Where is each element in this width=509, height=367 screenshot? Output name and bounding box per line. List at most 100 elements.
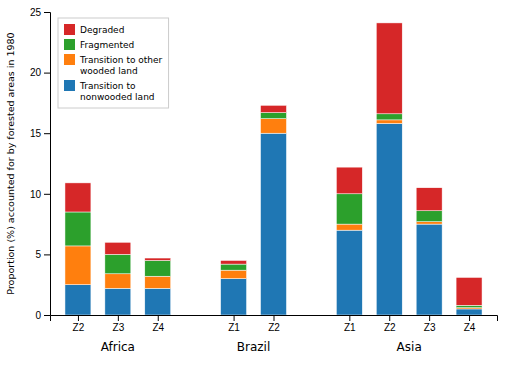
bar-segment: [221, 270, 247, 278]
y-tick-mark: [44, 133, 50, 134]
y-tick-label: 15: [30, 128, 42, 139]
x-tick-mark: [349, 315, 350, 321]
legend-item: Fragmented: [64, 39, 134, 50]
x-tick: Z3: [424, 315, 436, 333]
x-tick: Z2: [384, 315, 396, 333]
bar-segment: [376, 23, 402, 114]
x-tick-label: Z2: [384, 322, 396, 333]
x-tick-mark: [429, 315, 430, 321]
legend-swatch: [64, 24, 75, 35]
group-label: Africa: [101, 340, 135, 354]
y-tick: 5: [35, 249, 50, 260]
legend-item: Degraded: [64, 24, 124, 35]
bar-segment: [456, 277, 482, 305]
x-tick-mark: [274, 315, 275, 321]
x-tick-mark: [234, 315, 235, 321]
y-axis-title: Proportion (%) accounted for by forested…: [5, 32, 16, 294]
bar-segment: [105, 254, 131, 273]
y-tick: 0: [35, 310, 50, 321]
bar-segment: [221, 264, 247, 270]
x-tick: Z3: [113, 315, 125, 333]
y-tick-mark: [44, 315, 50, 316]
bars: [65, 23, 482, 315]
x-axis-line: [51, 316, 498, 322]
legend-label: Transition to otherwooded land: [79, 55, 163, 76]
bar-segment: [145, 276, 171, 288]
x-tick-mark: [469, 315, 470, 321]
y-tick-label: 0: [35, 310, 41, 321]
series: [65, 119, 482, 309]
bar-segment: [145, 260, 171, 276]
y-tick-mark: [44, 194, 50, 195]
x-tick: Z2: [268, 315, 280, 333]
bar-segment: [376, 120, 402, 124]
bar-segment: [65, 246, 91, 285]
bar-segment: [336, 167, 362, 194]
bar-segment: [221, 260, 247, 264]
bar-segment: [376, 124, 402, 315]
legend-item: Transition tononwooded land: [64, 80, 155, 102]
x-tick: Z4: [152, 315, 164, 333]
bar-segment: [416, 188, 442, 211]
y-tick-label: 10: [30, 189, 42, 200]
x-tick-label: Z3: [424, 322, 436, 333]
y-tick: 20: [30, 67, 50, 78]
x-tick-label: Z4: [152, 322, 164, 333]
plot: Z2 Z3 Z4 Z1 Z2 Z1 Z2 Z3 Z4 0 5 10 15 20 25 Africa Brazil…: [30, 7, 498, 354]
bar-segment: [105, 274, 131, 289]
y-tick-mark: [44, 254, 50, 255]
bar-segment: [105, 288, 131, 315]
series: [65, 23, 482, 305]
legend-swatch: [64, 54, 75, 65]
chart: Z2 Z3 Z4 Z1 Z2 Z1 Z2 Z3 Z4 0 5 10 15 20 25 Africa Brazil…: [0, 0, 509, 367]
x-tick-mark: [118, 315, 119, 321]
x-tick: Z1: [228, 315, 240, 333]
y-tick-label: 25: [30, 7, 42, 18]
legend-label: Fragmented: [80, 40, 134, 50]
bar-segment: [336, 230, 362, 315]
legend-swatch: [64, 39, 75, 50]
x-tick-mark: [389, 315, 390, 321]
legend-frame: [58, 18, 169, 108]
x-tick: Z4: [464, 315, 476, 333]
bar-segment: [145, 288, 171, 315]
x-axis: Z2 Z3 Z4 Z1 Z2 Z1 Z2 Z3 Z4: [51, 315, 498, 333]
y-tick: 15: [30, 128, 50, 139]
x-tick: Z1: [344, 315, 356, 333]
x-tick-label: Z1: [228, 322, 240, 333]
legend-item: Transition to otherwooded land: [64, 54, 163, 76]
y-axis: 0 5 10 15 20 25: [30, 7, 51, 321]
bar-segment: [65, 183, 91, 212]
y-tick-mark: [44, 12, 50, 13]
y-tick-mark: [44, 73, 50, 74]
x-tick-label: Z3: [113, 322, 125, 333]
x-tick-label: Z2: [73, 322, 85, 333]
bar-segment: [456, 309, 482, 315]
x-tick: Z2: [73, 315, 85, 333]
y-tick-label: 5: [35, 249, 41, 260]
legend-label: Transition tononwooded land: [79, 81, 155, 102]
x-tick-mark: [158, 315, 159, 321]
group-label: Brazil: [237, 340, 271, 354]
y-tick-label: 20: [30, 67, 42, 78]
bar-segment: [105, 242, 131, 254]
bar-segment: [145, 258, 171, 260]
bar-segment: [261, 119, 287, 134]
bar-segment: [416, 222, 442, 224]
x-tick-label: Z2: [268, 322, 280, 333]
x-tick-label: Z4: [464, 322, 476, 333]
bar-segment: [456, 305, 482, 307]
bar-segment: [336, 224, 362, 230]
y-tick: 25: [30, 7, 50, 18]
bar-segment: [65, 212, 91, 246]
bar-segment: [416, 224, 442, 315]
bar-segment: [221, 279, 247, 315]
legend-swatch: [64, 80, 75, 91]
legend: Degraded Fragmented Transition to otherwoo…: [58, 18, 169, 108]
bar-segment: [376, 114, 402, 120]
x-tick-mark: [78, 315, 79, 321]
group-label: Asia: [397, 340, 422, 354]
series: [65, 113, 482, 308]
legend-label: Degraded: [80, 25, 124, 35]
bar-segment: [261, 133, 287, 315]
